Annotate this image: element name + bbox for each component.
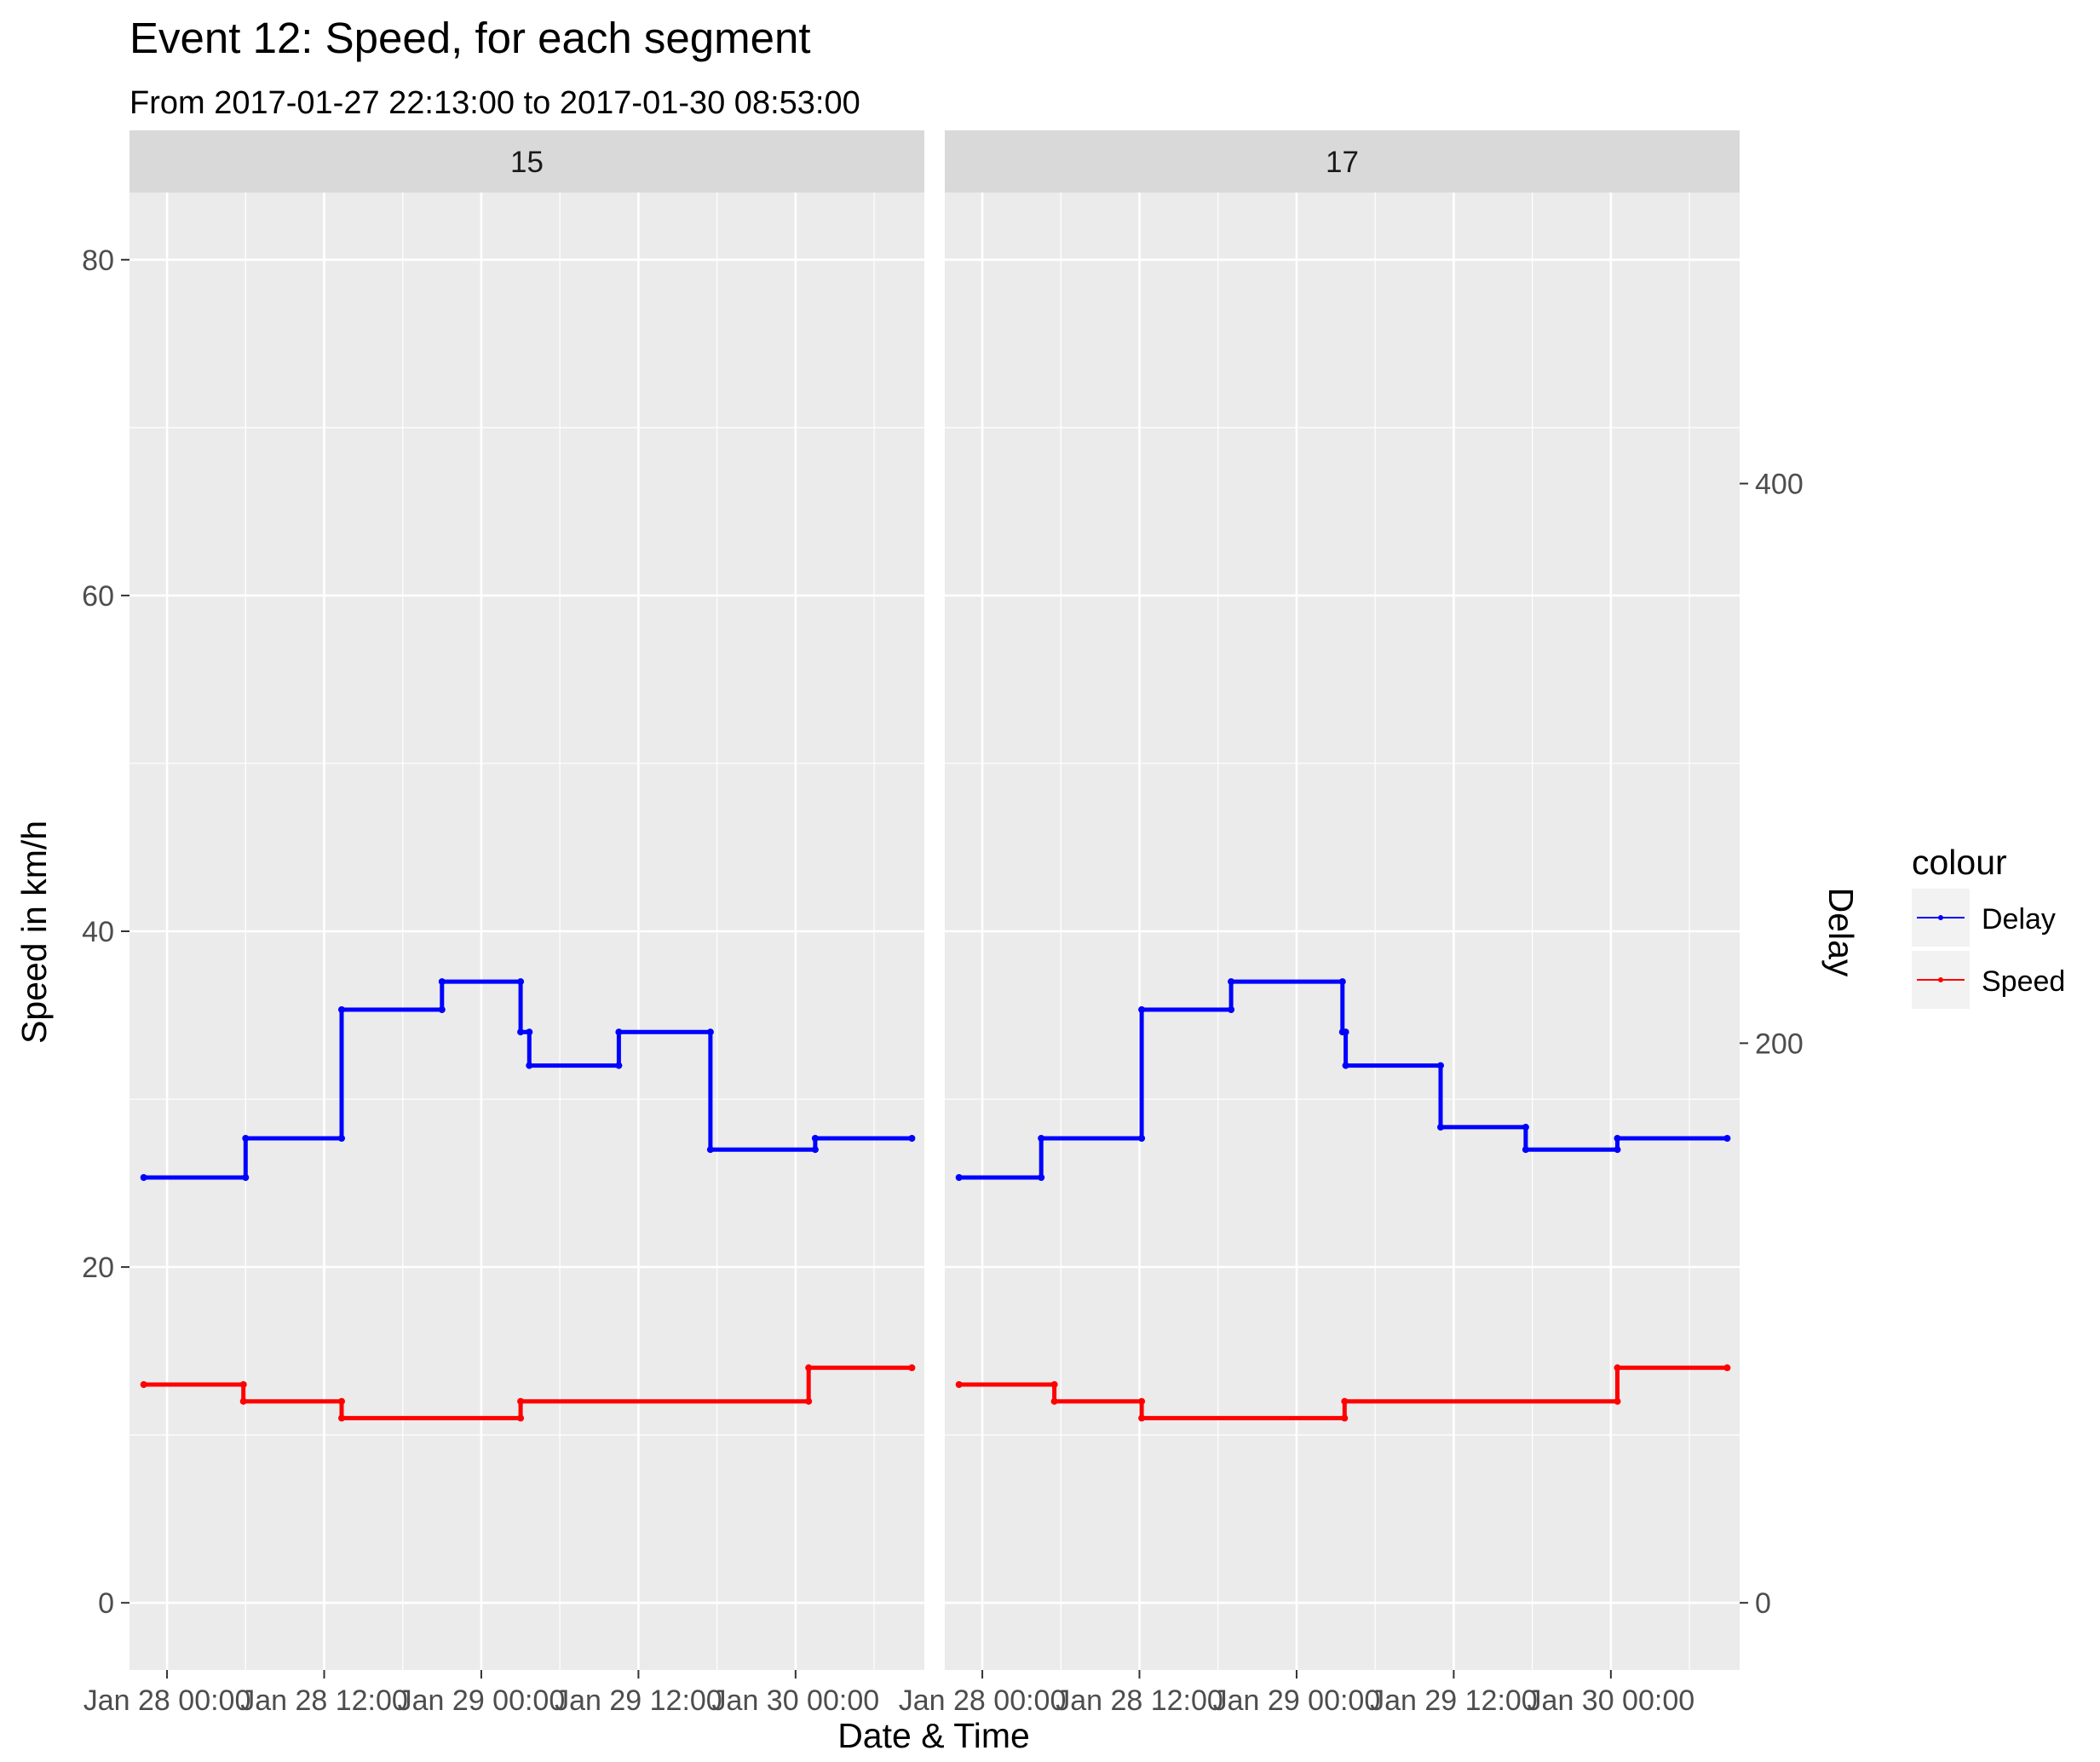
data-point-delay (1138, 1006, 1146, 1013)
data-point-speed (908, 1364, 916, 1372)
data-point-delay (438, 978, 446, 986)
y-tick-label: 0 (98, 1587, 114, 1620)
y2-tick-label: 0 (1755, 1587, 1771, 1620)
data-point-speed (805, 1397, 813, 1405)
y2-tick-label: 400 (1755, 469, 1804, 501)
legend-point-delay (1938, 915, 1943, 920)
data-point-delay (140, 1174, 147, 1181)
y-tick-label: 40 (82, 916, 114, 948)
data-point-delay (517, 1028, 525, 1036)
data-point-speed (1050, 1381, 1058, 1388)
x-tick-label: Jan 28 12:00 (1056, 1684, 1223, 1717)
series-line-delay (143, 979, 912, 1180)
x-tick-label: Jan 29 12:00 (555, 1684, 722, 1717)
data-point-delay (526, 1028, 533, 1036)
data-point-delay (1522, 1123, 1529, 1131)
data-point-delay (438, 1006, 446, 1013)
y2-axis-title: Delay (1821, 888, 1861, 977)
data-point-delay (338, 1006, 345, 1013)
data-point-delay (526, 1062, 533, 1069)
data-point-speed (1614, 1364, 1621, 1372)
data-point-delay (615, 1062, 623, 1069)
chart-title: Event 12: Speed, for each segment (129, 14, 811, 62)
facet-strip (945, 130, 1740, 193)
legend-label-delay: Delay (1982, 903, 2056, 936)
x-tick-label: Jan 30 00:00 (712, 1684, 880, 1717)
data-point-delay (1522, 1146, 1529, 1154)
chart-subtitle: From 2017-01-27 22:13:00 to 2017-01-30 0… (129, 85, 860, 121)
data-point-delay (1228, 1006, 1235, 1013)
data-point-speed (955, 1381, 963, 1388)
x-tick-label: Jan 28 00:00 (899, 1684, 1067, 1717)
data-point-delay (811, 1135, 819, 1142)
data-point-delay (1437, 1062, 1444, 1069)
data-point-delay (1342, 1028, 1349, 1036)
data-point-speed (1614, 1397, 1621, 1405)
data-point-speed (1341, 1397, 1349, 1405)
facet-label: 17 (1326, 146, 1359, 179)
data-point-speed (1050, 1397, 1058, 1405)
x-tick-label: Jan 29 00:00 (1213, 1684, 1381, 1717)
data-point-delay (706, 1028, 714, 1036)
y-tick-label: 20 (82, 1252, 114, 1284)
data-point-delay (517, 978, 525, 986)
series-line-speed (143, 1365, 912, 1420)
x-tick-label: Jan 28 00:00 (83, 1684, 251, 1717)
data-point-delay (1723, 1135, 1731, 1142)
left-y-axis: 0 20 40 60 80 (82, 245, 129, 1620)
data-point-speed (1138, 1397, 1146, 1405)
data-point-delay (1342, 1062, 1349, 1069)
data-point-speed (140, 1381, 147, 1388)
y-tick-label: 60 (82, 580, 114, 613)
data-point-speed (239, 1397, 247, 1405)
data-point-speed (239, 1381, 247, 1388)
data-point-delay (1038, 1174, 1045, 1181)
legend-point-speed (1938, 977, 1943, 982)
data-point-delay (1614, 1146, 1621, 1154)
data-point-delay (242, 1135, 250, 1142)
data-point-delay (1338, 978, 1346, 986)
legend-label-speed: Speed (1982, 965, 2065, 998)
y-axis-title: Speed in km/h (14, 821, 54, 1044)
data-point-delay (1138, 1135, 1146, 1142)
data-point-delay (338, 1135, 345, 1142)
y-tick-label: 80 (82, 245, 114, 277)
data-point-speed (805, 1364, 813, 1372)
data-point-delay (811, 1146, 819, 1154)
data-point-speed (1341, 1414, 1349, 1422)
legend: colour Delay Speed (1912, 843, 2065, 1009)
data-point-speed (338, 1397, 345, 1405)
facet-label: 15 (510, 146, 544, 179)
data-point-delay (955, 1174, 963, 1181)
data-point-speed (517, 1414, 525, 1422)
data-point-speed (517, 1397, 525, 1405)
series-line-speed (958, 1365, 1728, 1420)
data-point-delay (1038, 1135, 1045, 1142)
data-point-speed (1138, 1414, 1146, 1422)
data-point-delay (706, 1146, 714, 1154)
right-y-axis: 0 200 400 (1740, 469, 1804, 1620)
facet-strip (129, 130, 924, 193)
x-tick-label: Jan 30 00:00 (1528, 1684, 1695, 1717)
legend-title: colour (1912, 843, 2007, 882)
x-tick-label: Jan 29 12:00 (1370, 1684, 1538, 1717)
data-point-delay (908, 1135, 916, 1142)
x-tick-label: Jan 28 12:00 (240, 1684, 408, 1717)
data-point-speed (338, 1414, 345, 1422)
data-point-delay (1614, 1135, 1621, 1142)
data-point-delay (615, 1028, 623, 1036)
data-point-delay (1228, 978, 1235, 986)
data-point-delay (242, 1174, 250, 1181)
data-point-delay (1437, 1123, 1444, 1131)
x-tick-label: Jan 29 00:00 (398, 1684, 566, 1717)
x-axis-title: Date & Time (837, 1716, 1030, 1755)
data-point-speed (1723, 1364, 1731, 1372)
y2-tick-label: 200 (1755, 1028, 1804, 1060)
